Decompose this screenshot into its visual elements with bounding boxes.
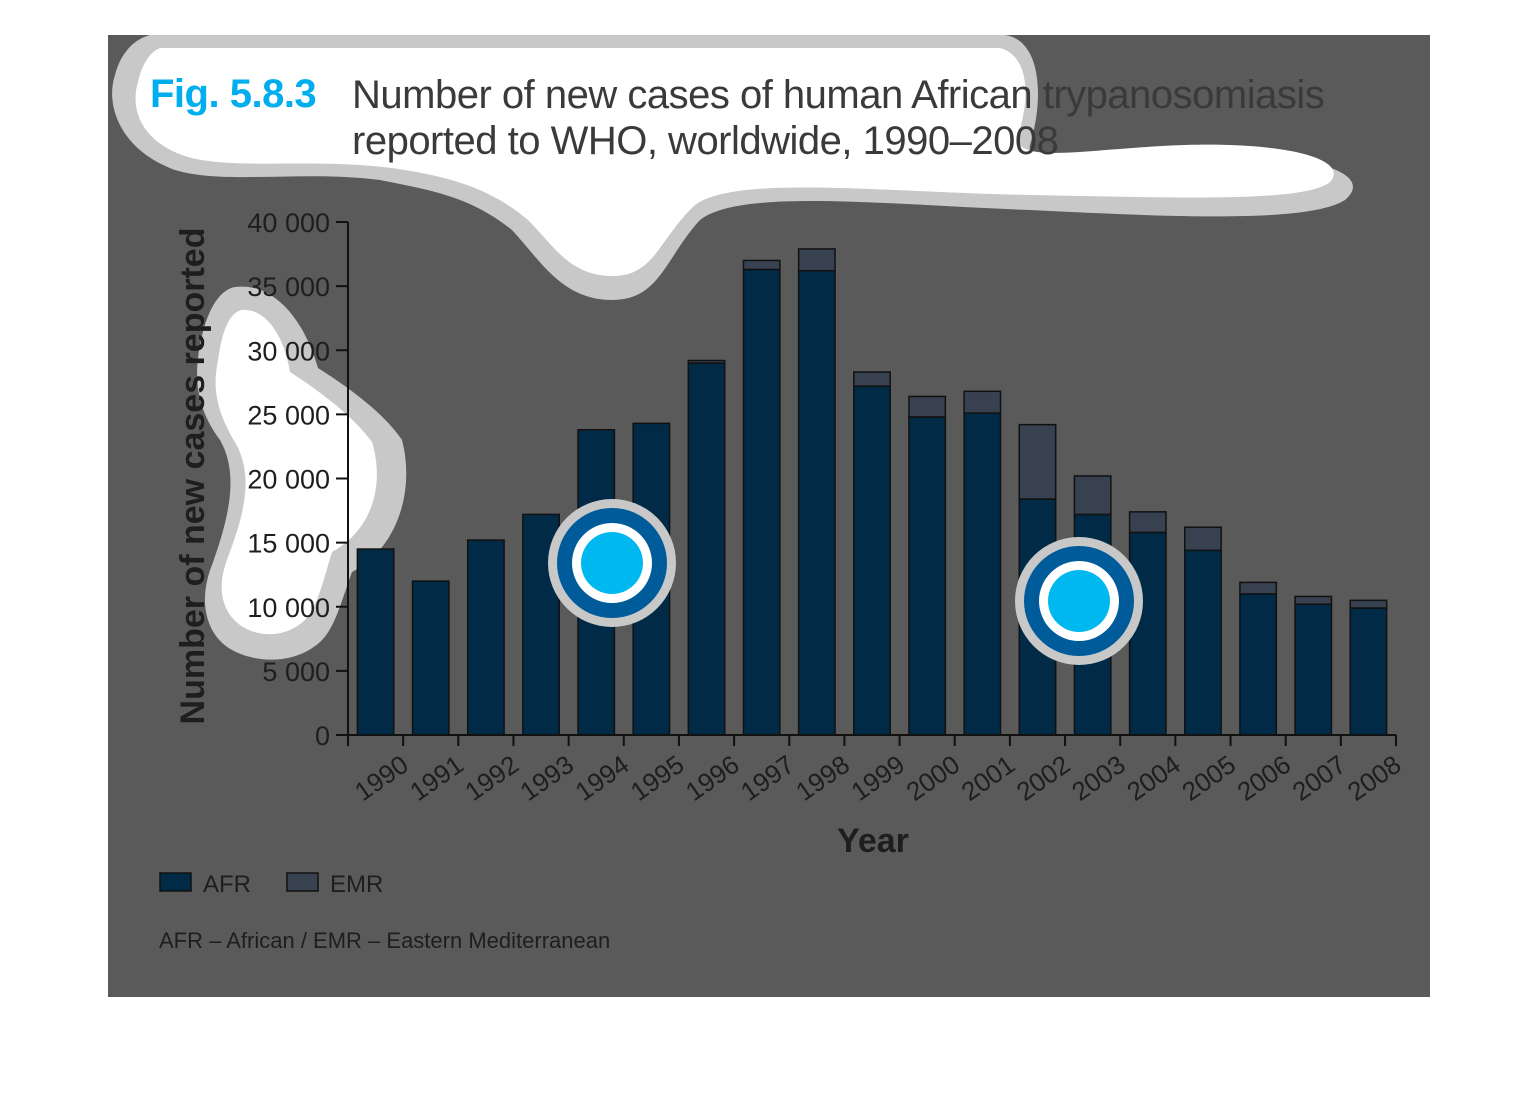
bar-afr-2006 bbox=[1239, 593, 1278, 736]
highlight-marker-2003 bbox=[1015, 537, 1143, 665]
bar-emr-2008 bbox=[1349, 599, 1388, 609]
legend: AFR EMR bbox=[159, 871, 383, 898]
bar-emr-2006 bbox=[1239, 581, 1278, 595]
y-axis-ticks: 0 5 000 10 000 15 000 20 000 25 000 30 000 35 0… bbox=[247, 208, 348, 751]
bar-emr-2000 bbox=[908, 395, 947, 418]
y-tick-label: 10 000 bbox=[247, 593, 330, 623]
legend-swatch-emr bbox=[286, 872, 319, 892]
y-tick-label: 40 000 bbox=[247, 208, 330, 238]
bar-emr-2001 bbox=[963, 390, 1002, 414]
figure-title: Number of new cases of human African try… bbox=[352, 73, 1325, 163]
bar-emr-1999 bbox=[853, 371, 891, 387]
bar-emr-2004 bbox=[1128, 511, 1167, 534]
title-cloud bbox=[135, 48, 1334, 276]
bar-afr-2005 bbox=[1183, 549, 1222, 736]
y-tick-label: 20 000 bbox=[247, 465, 330, 495]
bar-afr-2000 bbox=[908, 416, 947, 736]
bar-afr-1996 bbox=[687, 362, 726, 736]
x-axis-title: Year bbox=[837, 822, 909, 860]
y-tick-label: 25 000 bbox=[247, 400, 330, 430]
bar-emr-2005 bbox=[1183, 526, 1222, 552]
axis-cloud bbox=[215, 309, 377, 635]
bar-emr-2002 bbox=[1018, 423, 1057, 500]
bar-afr-2004 bbox=[1128, 531, 1167, 736]
y-tick-label: 15 000 bbox=[247, 529, 330, 559]
bar-emr-1997 bbox=[742, 259, 781, 271]
bar-afr-1991 bbox=[411, 580, 450, 736]
highlight-marker-1994 bbox=[548, 499, 676, 627]
y-tick-label: 5 000 bbox=[262, 657, 330, 687]
bar-afr-2008 bbox=[1349, 607, 1388, 736]
figure-label: Fig. 5.8.3 bbox=[150, 72, 317, 116]
legend-swatch-afr bbox=[159, 872, 192, 892]
y-tick-label: 30 000 bbox=[247, 336, 330, 366]
legend-label-afr: AFR bbox=[203, 871, 251, 898]
bar-afr-1992 bbox=[466, 539, 505, 736]
bar-emr-2007 bbox=[1294, 595, 1333, 605]
bar-emr-1998 bbox=[797, 248, 836, 272]
bar-emr-2003 bbox=[1073, 475, 1112, 516]
bar-afr-2001 bbox=[963, 412, 1002, 736]
y-axis-title: Number of new cases reported bbox=[174, 228, 212, 725]
bar-afr-1999 bbox=[853, 385, 891, 736]
y-tick-label: 0 bbox=[315, 721, 330, 751]
bar-afr-1997 bbox=[742, 268, 781, 736]
bar-emr-1996 bbox=[687, 359, 726, 364]
legend-label-emr: EMR bbox=[330, 871, 383, 898]
y-tick-label: 35 000 bbox=[247, 272, 330, 302]
bar-afr-1990 bbox=[356, 548, 395, 736]
footnote: AFR – African / EMR – Eastern Mediterran… bbox=[159, 928, 610, 953]
bar-afr-2007 bbox=[1294, 603, 1333, 736]
bar-afr-1998 bbox=[797, 269, 836, 736]
